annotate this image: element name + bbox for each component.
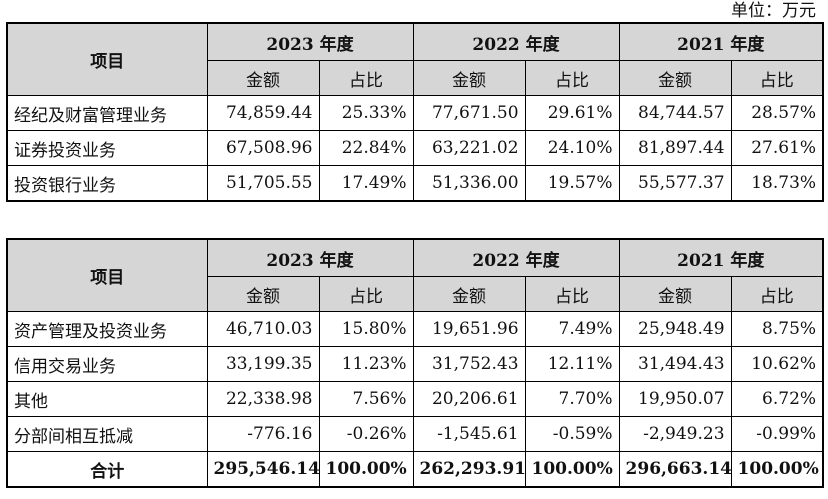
amount-cell: 33,199.35 <box>206 346 320 382</box>
header-amount: 金额 <box>618 276 732 312</box>
amount-cell: 74,859.44 <box>206 95 320 131</box>
ratio-cell: 22.84% <box>318 130 414 166</box>
header-ratio: 占比 <box>730 60 824 96</box>
table-row: 分部间相互抵减 -776.16 -0.26% -1,545.61 -0.59% -2,94… <box>6 416 824 452</box>
row-label: 其他 <box>6 381 208 417</box>
ratio-cell: 15.80% <box>318 311 414 347</box>
amount-cell: -2,949.23 <box>618 416 732 452</box>
row-label: 证券投资业务 <box>6 130 208 166</box>
revenue-table-1: 项目 2023 年度 2022 年度 2021 年度 金额 占比 金额 占比 金… <box>6 22 825 202</box>
row-label: 合计 <box>6 451 208 488</box>
row-label: 分部间相互抵减 <box>6 416 208 452</box>
header-year-2021: 2021 年度 <box>618 238 824 277</box>
amount-cell: 55,577.37 <box>618 165 732 202</box>
ratio-cell: 17.49% <box>318 165 414 202</box>
header-ratio: 占比 <box>318 60 414 96</box>
table-2-body: 资产管理及投资业务 46,710.03 15.80% 19,651.96 7.49% 25… <box>6 311 824 488</box>
header-ratio: 占比 <box>730 276 824 312</box>
ratio-cell: 24.10% <box>524 130 620 166</box>
ratio-cell: 27.61% <box>730 130 824 166</box>
row-label: 经纪及财富管理业务 <box>6 95 208 131</box>
ratio-cell: 100.00% <box>730 451 824 488</box>
amount-cell: 296,663.14 <box>618 451 732 488</box>
ratio-cell: 6.72% <box>730 381 824 417</box>
ratio-cell: 11.23% <box>318 346 414 382</box>
amount-cell: 51,705.55 <box>206 165 320 202</box>
header-amount: 金额 <box>412 60 526 96</box>
header-amount: 金额 <box>206 60 320 96</box>
header-amount: 金额 <box>206 276 320 312</box>
header-amount: 金额 <box>618 60 732 96</box>
ratio-cell: 7.56% <box>318 381 414 417</box>
table-row: 证券投资业务 67,508.96 22.84% 63,221.02 24.10% 81,8… <box>6 130 824 166</box>
ratio-cell: 28.57% <box>730 95 824 131</box>
ratio-cell: 8.75% <box>730 311 824 347</box>
table-row: 经纪及财富管理业务 74,859.44 25.33% 77,671.50 29.61% 8… <box>6 95 824 131</box>
ratio-cell: 18.73% <box>730 165 824 202</box>
amount-cell: 31,494.43 <box>618 346 732 382</box>
table-row: 信用交易业务 33,199.35 11.23% 31,752.43 12.11% 31,4… <box>6 346 824 382</box>
amount-cell: 262,293.91 <box>412 451 526 488</box>
header-item: 项目 <box>6 22 208 96</box>
ratio-cell: 7.49% <box>524 311 620 347</box>
amount-cell: 46,710.03 <box>206 311 320 347</box>
amount-cell: 19,950.07 <box>618 381 732 417</box>
header-year-2022: 2022 年度 <box>412 238 620 277</box>
row-label: 信用交易业务 <box>6 346 208 382</box>
unit-label: 单位：万元 <box>731 1 816 21</box>
ratio-cell: 10.62% <box>730 346 824 382</box>
amount-cell: 84,744.57 <box>618 95 732 131</box>
header-ratio: 占比 <box>524 60 620 96</box>
header-amount: 金额 <box>412 276 526 312</box>
table-row: 其他 22,338.98 7.56% 20,206.61 7.70% 19,950.07 6… <box>6 381 824 417</box>
ratio-cell: 12.11% <box>524 346 620 382</box>
amount-cell: 295,546.14 <box>206 451 320 488</box>
amount-cell: 67,508.96 <box>206 130 320 166</box>
revenue-table-2: 项目 2023 年度 2022 年度 2021 年度 金额 占比 金额 占比 金… <box>6 238 825 488</box>
header-year-2023: 2023 年度 <box>206 22 414 61</box>
row-label: 投资银行业务 <box>6 165 208 202</box>
ratio-cell: -0.26% <box>318 416 414 452</box>
header-item: 项目 <box>6 238 208 312</box>
amount-cell: 25,948.49 <box>618 311 732 347</box>
amount-cell: -776.16 <box>206 416 320 452</box>
amount-cell: 19,651.96 <box>412 311 526 347</box>
table-1-body: 经纪及财富管理业务 74,859.44 25.33% 77,671.50 29.61% 8… <box>6 95 824 202</box>
table-row: 投资银行业务 51,705.55 17.49% 51,336.00 19.57% 55,5… <box>6 165 824 202</box>
ratio-cell: 7.70% <box>524 381 620 417</box>
ratio-cell: -0.59% <box>524 416 620 452</box>
ratio-cell: 25.33% <box>318 95 414 131</box>
amount-cell: 31,752.43 <box>412 346 526 382</box>
amount-cell: 63,221.02 <box>412 130 526 166</box>
header-ratio: 占比 <box>524 276 620 312</box>
ratio-cell: 100.00% <box>524 451 620 488</box>
ratio-cell: 19.57% <box>524 165 620 202</box>
amount-cell: 81,897.44 <box>618 130 732 166</box>
amount-cell: 77,671.50 <box>412 95 526 131</box>
header-year-2023: 2023 年度 <box>206 238 414 277</box>
table-row: 资产管理及投资业务 46,710.03 15.80% 19,651.96 7.49% 25… <box>6 311 824 347</box>
amount-cell: 22,338.98 <box>206 381 320 417</box>
header-year-2021: 2021 年度 <box>618 22 824 61</box>
ratio-cell: 29.61% <box>524 95 620 131</box>
header-ratio: 占比 <box>318 276 414 312</box>
header-year-2022: 2022 年度 <box>412 22 620 61</box>
amount-cell: -1,545.61 <box>412 416 526 452</box>
row-label: 资产管理及投资业务 <box>6 311 208 347</box>
amount-cell: 51,336.00 <box>412 165 526 202</box>
ratio-cell: 100.00% <box>318 451 414 488</box>
table-row: 合计 295,546.14 100.00% 262,293.91 100.00% 296,… <box>6 451 824 488</box>
amount-cell: 20,206.61 <box>412 381 526 417</box>
ratio-cell: -0.99% <box>730 416 824 452</box>
